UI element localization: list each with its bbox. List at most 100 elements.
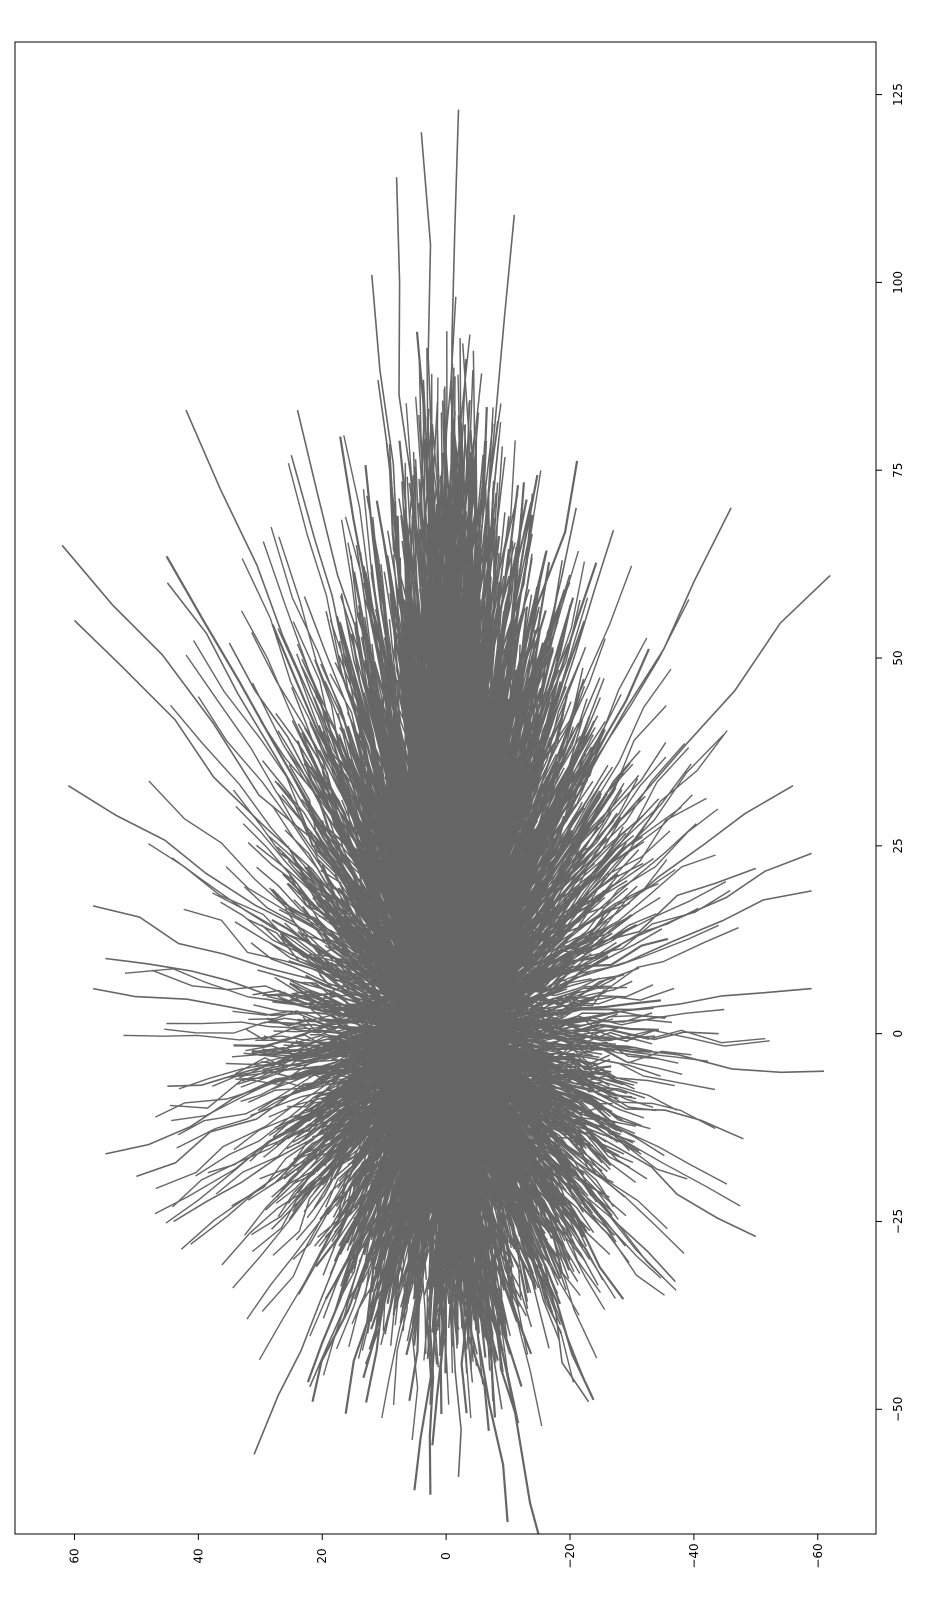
y-tick-label: −40 xyxy=(687,1543,701,1568)
trajectory-line xyxy=(441,1020,679,1064)
trajectory-line xyxy=(148,843,450,1043)
trajectory-line xyxy=(231,1025,446,1058)
x-axis-right: 125 100 75 50 25 0 −25 −50 xyxy=(876,83,905,1422)
trajectory-line xyxy=(436,377,449,1043)
trajectory-line xyxy=(240,1018,449,1088)
x-tick-label: 25 xyxy=(891,838,905,853)
trajectory-line xyxy=(441,574,831,1020)
y-tick-label: 20 xyxy=(315,1548,329,1563)
trajectory-line xyxy=(67,785,443,1021)
trajectory-line xyxy=(340,519,442,1023)
trajectory-line xyxy=(453,1044,728,1185)
trajectory-line xyxy=(166,582,452,1036)
trajectory-line xyxy=(124,968,439,1032)
trajectory-line xyxy=(305,765,456,1029)
trajectory-line xyxy=(246,1029,451,1320)
trajectory-line xyxy=(169,1028,455,1109)
trajectory-line xyxy=(298,1033,445,1295)
trajectory-line xyxy=(449,763,692,1031)
trajectory-line xyxy=(438,581,571,1034)
trajectory-line xyxy=(432,512,458,1023)
trajectory-line xyxy=(444,986,628,1018)
trajectory-line xyxy=(151,969,449,1046)
trajectory-line xyxy=(454,1046,757,1238)
x-tick-label: −50 xyxy=(891,1397,905,1422)
trajectory-line xyxy=(233,1025,455,1151)
y-tick-label: 40 xyxy=(191,1548,205,1563)
trajectory-line xyxy=(272,805,437,1032)
trajectory-line xyxy=(405,403,429,1034)
trajectory-line xyxy=(444,515,458,1035)
trajectory-line xyxy=(444,440,516,1041)
trajectory-line xyxy=(440,1032,668,1230)
trajectory-line xyxy=(382,1036,438,1331)
trajectory-line xyxy=(192,640,440,1029)
trajectory-line xyxy=(185,409,453,1027)
trajectory-line xyxy=(240,1038,432,1103)
trajectory-line xyxy=(263,1035,449,1158)
trajectory-line xyxy=(183,908,454,1039)
trajectory-line xyxy=(449,1035,472,1419)
trajectory-line xyxy=(452,637,648,1023)
trajectory-line xyxy=(452,987,812,1036)
trajectory-line xyxy=(381,1053,454,1419)
trajectory-line xyxy=(165,1013,444,1224)
trajectory-line xyxy=(452,717,574,1042)
trajectory-line xyxy=(449,550,580,1036)
trajectory-line xyxy=(450,557,533,1016)
x-tick-label: 125 xyxy=(891,83,905,106)
trajectory-line xyxy=(73,619,457,1030)
trajectory-line xyxy=(240,610,445,1033)
trajectory-line xyxy=(301,658,444,1031)
trajectory-line xyxy=(272,1026,441,1256)
trajectory-line xyxy=(448,1024,716,1091)
trajectory-line xyxy=(92,905,448,1031)
trajectory-line xyxy=(453,1035,677,1291)
trajectory-line xyxy=(445,756,667,1044)
trajectory-line xyxy=(445,1008,725,1029)
trajectory-line xyxy=(195,1026,439,1177)
trajectory-line xyxy=(451,883,659,1042)
trajectory-line xyxy=(231,1024,441,1207)
trajectory-line xyxy=(459,1043,716,1130)
trajectory-line xyxy=(443,1024,688,1180)
trajectory-line xyxy=(277,628,450,1033)
trajectory-line xyxy=(436,889,731,1037)
trajectory-line xyxy=(440,1028,591,1260)
trajectory-line xyxy=(314,659,439,1027)
trajectory-line xyxy=(443,1028,543,1241)
trajectory-line xyxy=(448,708,543,1033)
trajectory-line xyxy=(459,422,502,1036)
trajectory-line xyxy=(443,565,633,1042)
trajectory-line xyxy=(421,1040,437,1354)
x-tick-label: −25 xyxy=(891,1209,905,1234)
trajectory-line xyxy=(457,747,690,1029)
trajectory-line xyxy=(262,541,445,1035)
trajectory-line xyxy=(450,1033,692,1064)
trajectory-line xyxy=(442,652,514,1034)
trajectory-line xyxy=(439,501,532,1035)
trajectory-line xyxy=(429,605,440,1016)
trajectory-line xyxy=(453,927,739,1058)
trajectory-line xyxy=(448,1026,598,1359)
trajectory-line xyxy=(171,857,451,1046)
trajectory-line xyxy=(443,1041,665,1279)
y-axis-bottom: 60 40 20 0 −20 −40 −60 xyxy=(67,1534,825,1569)
trajectory-line xyxy=(433,1034,604,1281)
trajectory-line xyxy=(448,741,473,1024)
x-tick-label: 0 xyxy=(891,1030,905,1038)
trajectory-line xyxy=(446,599,690,1032)
trajectory-line xyxy=(309,1036,450,1337)
trajectory-line xyxy=(441,867,757,1024)
trajectory-line xyxy=(450,633,501,1041)
trajectory-line xyxy=(322,1026,442,1376)
trajectory-line xyxy=(448,1034,460,1330)
trajectory-line xyxy=(451,1025,770,1047)
trajectory-line xyxy=(377,507,446,1045)
trajectory-line xyxy=(444,1031,678,1111)
trajectory-line xyxy=(275,1030,445,1204)
trajectory-line xyxy=(225,866,449,1023)
trajectory-line xyxy=(296,643,456,1022)
trajectory-line xyxy=(411,614,445,1038)
